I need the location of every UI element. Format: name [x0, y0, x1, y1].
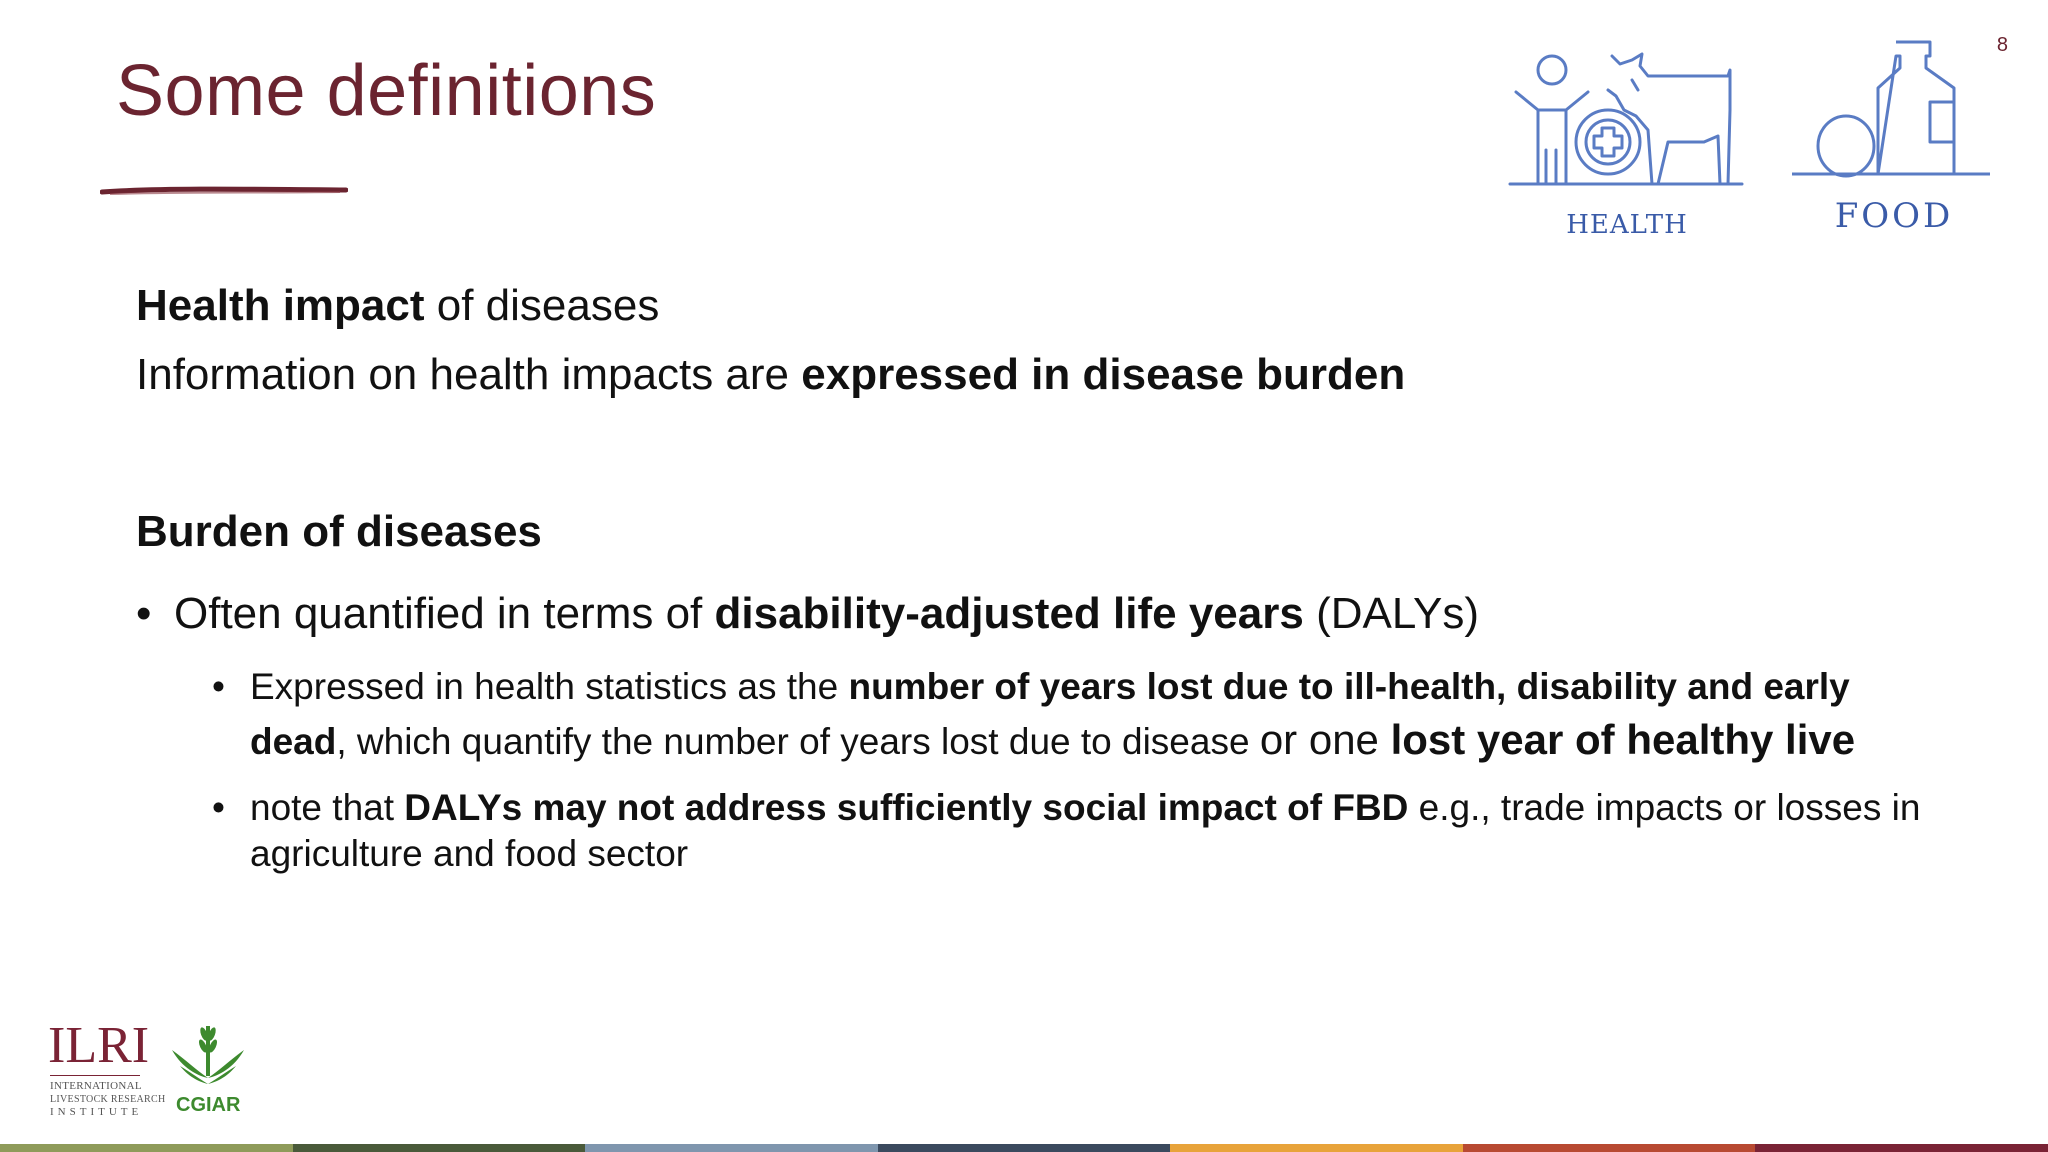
cgiar-wheat-icon	[172, 1026, 244, 1084]
sub-bullet-2-normal-2: e.g., trade impacts or losses in agricul…	[250, 787, 1921, 874]
sub-bullet-2-normal-1: note that	[250, 787, 405, 829]
main-content: Health impact of diseases Information on…	[136, 280, 1976, 876]
food-bottle-egg-icon	[1792, 40, 1990, 178]
color-bar-segment	[585, 1144, 878, 1152]
info-line: Information on health impacts are expres…	[136, 349, 1976, 402]
bullet-dalys-normal-2: (DALYs)	[1303, 589, 1480, 639]
cgiar-logo-text: CGIAR	[176, 1094, 241, 1116]
burden-heading-text: Burden of diseases	[136, 506, 542, 556]
ilri-line-2: LIVESTOCK RESEARCH	[50, 1094, 166, 1105]
sub-bullet-1-normal-1: Expressed in health statistics as the	[250, 666, 849, 708]
sub-bullet-2-bold: DALYs may not address sufficiently socia…	[404, 787, 1409, 829]
health-impact-bold: Health impact	[136, 281, 425, 330]
burden-heading: Burden of diseases	[136, 506, 1976, 559]
sub-bullet-1-normal-2: , which quantify the number of years los…	[336, 721, 1260, 763]
color-bar-segment	[1755, 1144, 2048, 1152]
color-bar-segment	[0, 1144, 293, 1152]
food-block: FOOD	[1784, 40, 2004, 250]
footer-logos: ILRI INTERNATIONAL LIVESTOCK RESEARCH IN…	[46, 1020, 266, 1120]
title-underline	[100, 186, 348, 195]
ilri-divider	[50, 1075, 140, 1076]
health-label: HEALTH	[1566, 210, 1688, 240]
health-block: HEALTH	[1508, 40, 1746, 250]
ilri-logo-text: ILRI	[48, 1017, 150, 1074]
ilri-line-1: INTERNATIONAL	[50, 1080, 142, 1092]
page-title: Some definitions	[116, 51, 657, 131]
sub-bullet-1-bold-2: lost year of healthy live	[1390, 716, 1856, 764]
color-bar-segment	[877, 1144, 1171, 1152]
health-impact-rest: of diseases	[424, 281, 660, 330]
footer-color-bar	[0, 1144, 2048, 1152]
health-impact-line: Health impact of diseases	[136, 280, 1976, 333]
color-bar-segment	[1462, 1144, 1756, 1152]
info-line-bold: expressed in disease burden	[801, 349, 1406, 399]
sub-bullet-expressed: Expressed in health statistics as the nu…	[212, 663, 1950, 767]
ilri-line-3: INSTITUTE	[50, 1106, 143, 1118]
sub-bullet-1-normal-3: or one	[1259, 716, 1391, 764]
bullet-dalys-bold: disability-adjusted life years	[714, 589, 1304, 639]
color-bar-segment	[292, 1144, 586, 1152]
sub-bullet-1-bold-1: number of years lost due to ill-health, …	[250, 666, 1850, 763]
food-label: FOOD	[1834, 196, 1954, 236]
color-bar-segment	[1170, 1144, 1463, 1152]
bullet-dalys: Often quantified in terms of disability-…	[136, 588, 1976, 641]
info-line-normal: Information on health impacts are	[136, 349, 802, 399]
bullet-dalys-normal-1: Often quantified in terms of	[174, 589, 715, 639]
page-number: 8	[1996, 34, 2008, 56]
sub-bullet-note: note that DALYs may not address sufficie…	[212, 785, 1950, 875]
health-cow-person-icon	[1508, 52, 1744, 186]
